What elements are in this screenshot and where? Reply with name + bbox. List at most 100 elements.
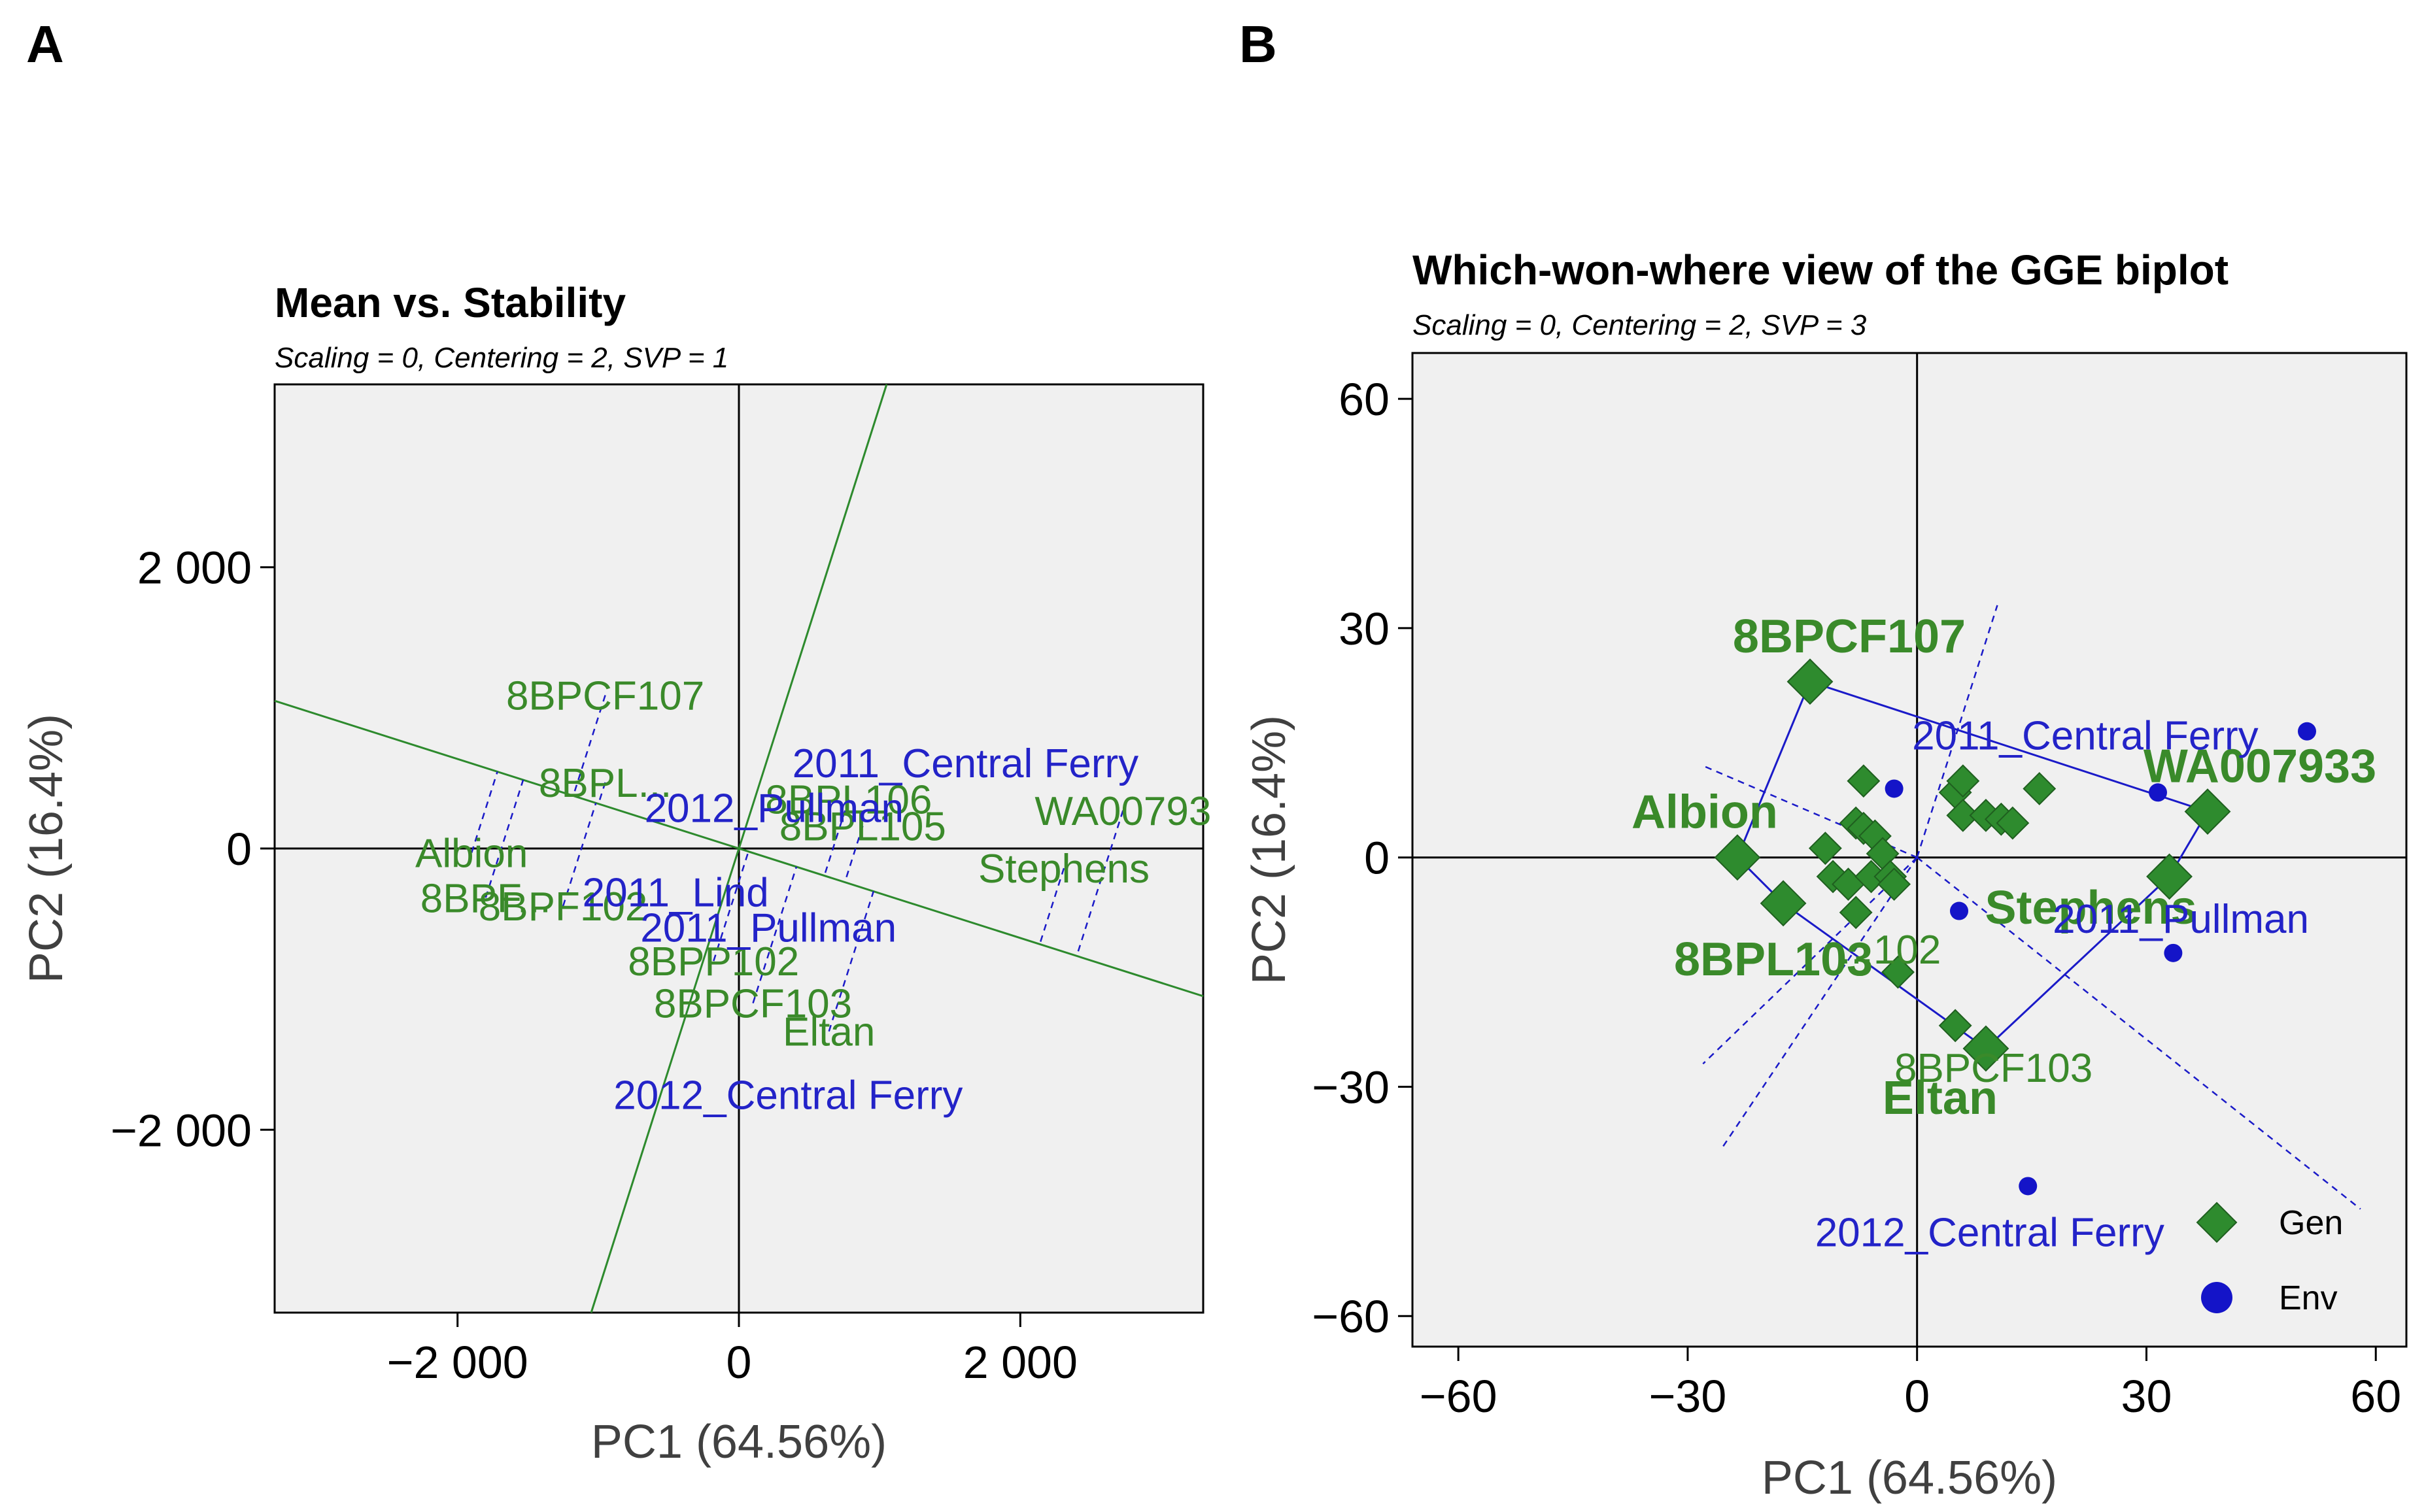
panel-b-x-tick-label: 0: [1904, 1371, 1930, 1422]
panel-b-environment-point: [2298, 722, 2316, 741]
panel-a-title: Mean vs. Stability: [275, 279, 626, 326]
panel-b-x-tick-label: 30: [2121, 1371, 2172, 1422]
panel-b-genotype-label: 8BPL103: [1674, 933, 1873, 986]
panel-a-environment-label: 2011_Central Ferry: [793, 741, 1139, 786]
panel-b-sector-ray: [1916, 856, 2361, 1210]
panel-b-genotype-vertex-point: [1760, 880, 1807, 927]
panel-b-environment-label: 2012_Central Ferry: [1815, 1211, 2164, 1256]
panel-a-projection-line: [1076, 810, 1124, 956]
panel-b-chart: B Which-won-where view of the GGE biplot…: [1239, 15, 2408, 1504]
panel-a-genotype-label: 8BPP102: [628, 939, 799, 984]
panel-b-legend-label: Env: [2279, 1279, 2338, 1317]
panel-a-genotype-label: 8BPL...: [539, 761, 672, 806]
panel-b-legend-gen-marker: [2196, 1201, 2238, 1243]
panel-a-genotype-label: Eltan: [783, 1010, 875, 1055]
panel-b-environment-label: 2011_Pullman: [2053, 897, 2309, 942]
panel-b-genotype-point: [1839, 896, 1873, 930]
panel-a-chart: A Mean vs. Stability Scaling = 0, Center…: [20, 15, 1211, 1468]
panel-a-genotype-label: 8BPCF103: [654, 982, 852, 1027]
panel-b-x-axis-label: PC1 (64.56%): [1762, 1452, 2057, 1504]
panel-b-environment-points: [1885, 722, 2316, 1196]
panel-b-x-tick-label: −60: [1420, 1371, 1497, 1422]
panel-a-genotype-label: 8BPF...: [420, 876, 551, 921]
panel-a-x-tick-label: 2 000: [963, 1337, 1078, 1388]
panel-b-y-axis-label: PC2 (16.4%): [1243, 715, 1295, 984]
panel-a-projection-line: [485, 779, 524, 898]
panel-b-genotype-label: Eltan: [1883, 1072, 1998, 1124]
panel-b-labels: 8BPCF107 Albion 8BPL103 WA007933 Stephens Elt…: [1632, 611, 2376, 1256]
panel-b-plot-area: [1411, 352, 2408, 1348]
panel-a-genotype-label: 8BPCF107: [506, 673, 704, 718]
panel-b-genotype-vertex-point: [1714, 834, 1761, 881]
panel-b-genotype-small-label: 8BPCF103: [1894, 1046, 2093, 1091]
panel-a-environment-label: 2012_Central Ferry: [613, 1073, 963, 1118]
panel-a-genotype-label: 8BPL105: [779, 805, 946, 850]
panel-b-genotype-point: [1877, 867, 1911, 901]
panel-b-genotype-points: [1714, 658, 2231, 1072]
panel-b-genotype-label: Stephens: [1985, 882, 2196, 934]
panel-a-ticks: −2 000 0 2 000 −2 000 0 2 000: [111, 543, 1078, 1388]
panel-b-environment-point: [2164, 943, 2183, 962]
panel-b-genotype-vertex-point: [1962, 1025, 2009, 1072]
panel-b-x-tick-label: 60: [2350, 1371, 2401, 1422]
panel-b-genotype-label: WA007933: [2144, 741, 2376, 793]
panel-a-environment-label: 2011_Lind: [583, 871, 769, 916]
panel-b-subtitle: Scaling = 0, Centering = 2, SVP = 3: [1412, 309, 1867, 341]
panel-a-environment-label: 2012_Pullman: [645, 786, 904, 832]
panel-b-title: Which-won-where view of the GGE biplot: [1412, 246, 2229, 294]
panel-a-projection-line: [471, 771, 498, 853]
panel-b-environment-label: 2011_Central Ferry: [1912, 714, 2259, 759]
panel-b-genotype-point: [1938, 1009, 1972, 1043]
panel-a-genotype-label: 8BPL106: [765, 778, 932, 823]
panel-b-environment-point: [1885, 779, 1904, 798]
panel-a-environment-labels: 2011_Central Ferry2012_Pullman2011_Lind2…: [583, 741, 1139, 1118]
panel-b-y-tick-label: 0: [1364, 833, 1390, 884]
panel-b-genotype-point: [1946, 764, 1980, 798]
panel-a-environment-label: 2011_Pullman: [640, 905, 897, 950]
panel-a-projection-line: [752, 866, 798, 1004]
panel-b-genotype-label: Albion: [1632, 786, 1778, 839]
panel-a-projection-line: [1038, 867, 1065, 945]
panel-b-legend: Gen Env: [2196, 1201, 2343, 1317]
panel-b-genotype-small-label: ...102: [1839, 928, 1941, 973]
panel-b-environment-point: [2149, 783, 2167, 802]
panel-b-y-tick-label: −60: [1312, 1291, 1390, 1342]
panel-a-projection-line: [713, 851, 749, 962]
panel-b-genotype-point: [2023, 772, 2057, 805]
panel-a-genotype-label: 8BPF102: [479, 884, 648, 930]
panel-b-sector-ray: [1702, 856, 1918, 1065]
panel-b-y-tick-label: 30: [1339, 603, 1390, 654]
panel-a-genotype-label: WA00793: [1034, 789, 1211, 834]
panel-b-genotype-vertex-point: [2184, 788, 2231, 835]
panel-a-y-tick-label: 0: [226, 824, 252, 875]
panel-a-x-tick-label: 0: [726, 1337, 752, 1388]
panel-a-subtitle: Scaling = 0, Centering = 2, SVP = 1: [275, 342, 728, 374]
panel-b-genotype-point: [1847, 764, 1881, 798]
panel-a-x-axis-label: PC1 (64.56%): [591, 1416, 887, 1468]
panel-a-projection-line: [823, 799, 850, 876]
panel-a-projection-line: [572, 695, 606, 796]
panel-a-perpendicular-axis: [590, 384, 888, 1313]
panel-b-legend-label: Gen: [2279, 1204, 2343, 1242]
panel-a-reference-lines: [274, 384, 1204, 1313]
panel-b-environment-point: [1950, 901, 1968, 920]
panel-a-y-tick-label: −2 000: [111, 1105, 252, 1156]
panel-b-y-tick-label: 60: [1339, 374, 1390, 425]
panel-b-axes-lines: [1412, 353, 2406, 1347]
panel-a-y-tick-label: 2 000: [137, 543, 252, 594]
panel-b-y-tick-label: −30: [1312, 1062, 1390, 1113]
panel-a-projection-line: [597, 782, 606, 805]
panel-b-ticks: −60 −30 0 30 60 −60 −30 0 30 60: [1312, 374, 2401, 1422]
panel-a-projection-line: [844, 826, 864, 882]
panel-b-genotype-point: [1808, 832, 1842, 865]
panel-a-genotype-label: Stephens: [978, 847, 1150, 892]
panel-a-projection-lines: [471, 695, 1124, 1032]
panel-b-genotype-vertex-point: [1786, 658, 1834, 705]
panel-b-genotype-point: [1946, 798, 1980, 832]
panel-a-y-axis-label: PC2 (16.4%): [20, 714, 73, 983]
panel-a-projection-line: [562, 803, 597, 907]
panel-a-projection-line: [828, 891, 875, 1032]
panel-a-letter: A: [26, 15, 64, 73]
